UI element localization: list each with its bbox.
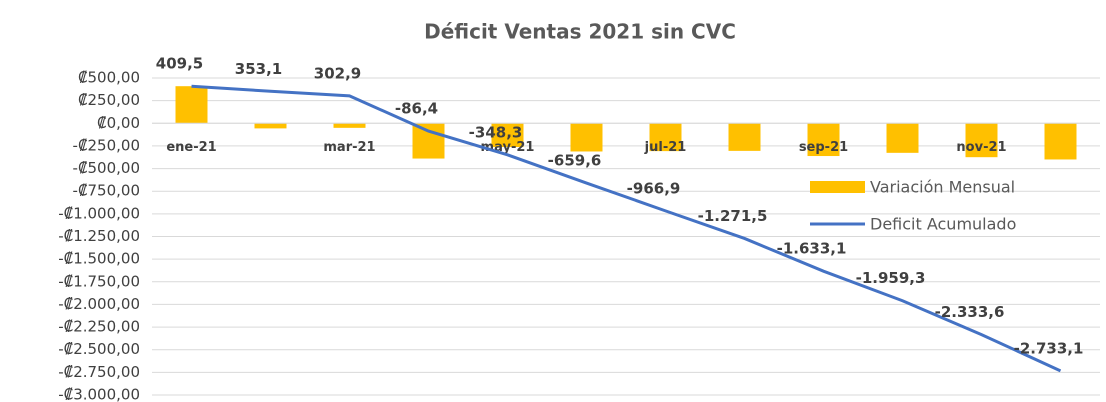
x-tick-label: sep-21 <box>799 140 848 155</box>
y-tick-label: ₡250,00 <box>78 91 140 109</box>
y-tick-label: -₡3.000,00 <box>58 386 140 402</box>
bar <box>333 123 366 128</box>
y-tick-label: -₡750,00 <box>73 182 140 200</box>
y-tick-label: -₡1.750,00 <box>58 272 140 290</box>
line <box>191 84 1062 373</box>
data-label: -1.633,1 <box>777 240 847 258</box>
y-tick-label: -₡1.000,00 <box>58 204 140 222</box>
y-tick-label: -₡2.500,00 <box>58 340 140 358</box>
legend-label: Variación Mensual <box>870 178 1015 197</box>
y-tick-label: ₡500,00 <box>78 69 140 87</box>
y-tick-label: -₡250,00 <box>73 136 140 154</box>
data-label: 302,9 <box>314 64 361 82</box>
data-label: -86,4 <box>395 100 438 118</box>
x-tick-label: nov-21 <box>956 140 1006 155</box>
data-label: -966,9 <box>627 179 681 197</box>
data-label: -2.333,6 <box>935 303 1005 321</box>
x-tick-label: jul-21 <box>644 140 687 155</box>
bar <box>1044 123 1077 160</box>
bar <box>728 123 761 151</box>
x-tick-label: mar-21 <box>323 140 375 155</box>
y-tick-label: -₡2.750,00 <box>58 363 140 381</box>
bar <box>491 123 524 148</box>
bar <box>965 123 998 158</box>
x-tick-label: ene-21 <box>166 140 216 155</box>
y-tick-label: ₡0,00 <box>97 114 140 132</box>
bar <box>649 123 682 152</box>
y-tick-label: -₡2.000,00 <box>58 295 140 313</box>
chart-title: Déficit Ventas 2021 sin CVC <box>424 20 736 44</box>
data-label: -348,3 <box>469 123 523 141</box>
y-tick-label: -₡500,00 <box>73 159 140 177</box>
y-tick-label: -₡1.500,00 <box>58 250 140 268</box>
bar <box>570 123 603 152</box>
data-label: 353,1 <box>235 60 282 78</box>
data-label: -1.271,5 <box>698 207 768 225</box>
y-tick-label: -₡1.250,00 <box>58 227 140 245</box>
bar <box>886 123 919 153</box>
bar <box>807 123 840 157</box>
bar <box>254 123 287 129</box>
x-tick-label: may-21 <box>481 140 535 155</box>
bar <box>412 123 445 159</box>
legend-swatch <box>810 181 865 193</box>
data-label: -659,6 <box>548 152 602 170</box>
legend-label: Deficit Acumulado <box>870 215 1016 234</box>
data-label: -1.959,3 <box>856 269 926 287</box>
data-label: -2.733,1 <box>1014 339 1084 357</box>
data-label: 409,5 <box>156 55 203 73</box>
bar <box>175 86 208 124</box>
y-tick-label: -₡2.250,00 <box>58 318 140 336</box>
